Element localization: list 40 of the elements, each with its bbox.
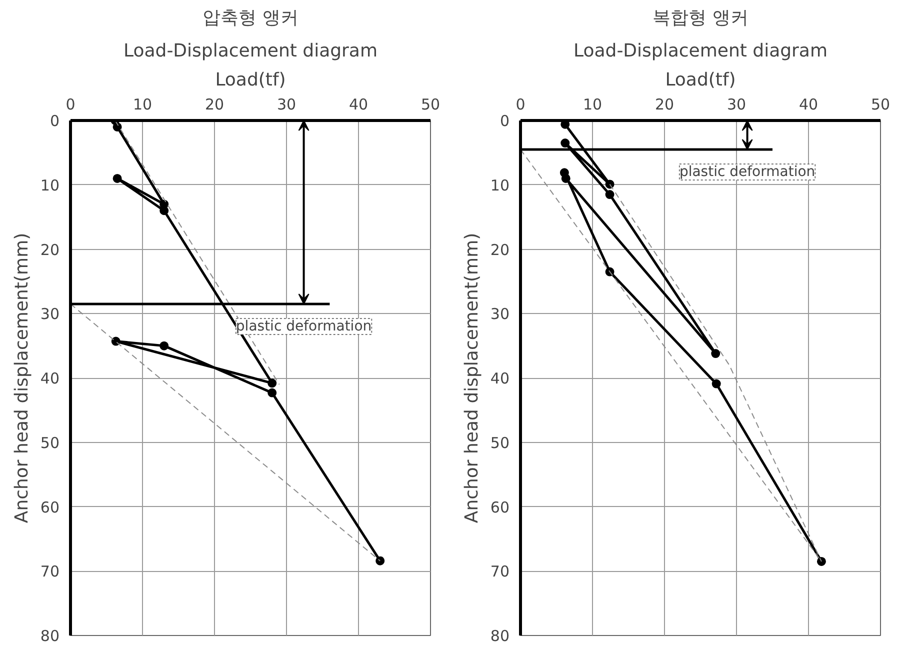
y-tick-label: 80 (40, 627, 60, 645)
x-tick-label: 40 (348, 96, 368, 114)
x-axis-title: Load(tf) (665, 70, 736, 90)
y-tick-label: 20 (40, 240, 60, 259)
y-axis-title: Anchor head displacement(mm) (11, 232, 32, 524)
chart-subtitle: Load-Displacement diagram (574, 40, 828, 62)
y-tick-label: 50 (40, 434, 60, 452)
chart-subtitle: Load-Displacement diagram (124, 40, 378, 62)
x-tick-label: 20 (654, 96, 674, 114)
x-tick-label: 50 (420, 96, 440, 114)
annotation: plastic deformation (236, 318, 372, 334)
y-tick-label: 40 (490, 370, 510, 388)
y-tick-label: 80 (490, 627, 510, 645)
x-tick-label: 20 (204, 96, 224, 114)
y-tick-label: 10 (40, 176, 60, 194)
y-tick-label: 30 (40, 305, 60, 324)
x-tick-label: 0 (516, 96, 526, 114)
x-tick-label: 30 (726, 96, 746, 114)
x-tick-label: 40 (798, 96, 818, 114)
y-tick-label: 0 (50, 112, 60, 130)
y-tick-label: 20 (490, 240, 510, 259)
y-tick-label: 30 (490, 305, 510, 324)
x-axis-title: Load(tf) (215, 70, 286, 90)
y-tick-label: 0 (500, 112, 510, 130)
x-tick-label: 10 (582, 96, 602, 114)
y-tick-label: 40 (40, 370, 60, 388)
y-tick-label: 60 (490, 498, 510, 516)
y-tick-label: 70 (40, 562, 60, 581)
y-tick-label: 10 (490, 176, 510, 194)
x-tick-label: 30 (276, 96, 296, 114)
chart-title: 복합형 앵커 (652, 8, 748, 28)
chart-title: 압축형 앵커 (202, 8, 298, 28)
x-tick-label: 10 (132, 96, 152, 114)
y-tick-label: 50 (490, 434, 510, 452)
x-tick-label: 50 (870, 96, 890, 114)
y-axis-title: Anchor head displacement(mm) (461, 232, 482, 524)
annotation: plastic deformation (679, 164, 816, 180)
y-tick-label: 60 (40, 498, 60, 516)
x-tick-label: 0 (66, 96, 76, 114)
y-tick-label: 70 (490, 562, 510, 581)
